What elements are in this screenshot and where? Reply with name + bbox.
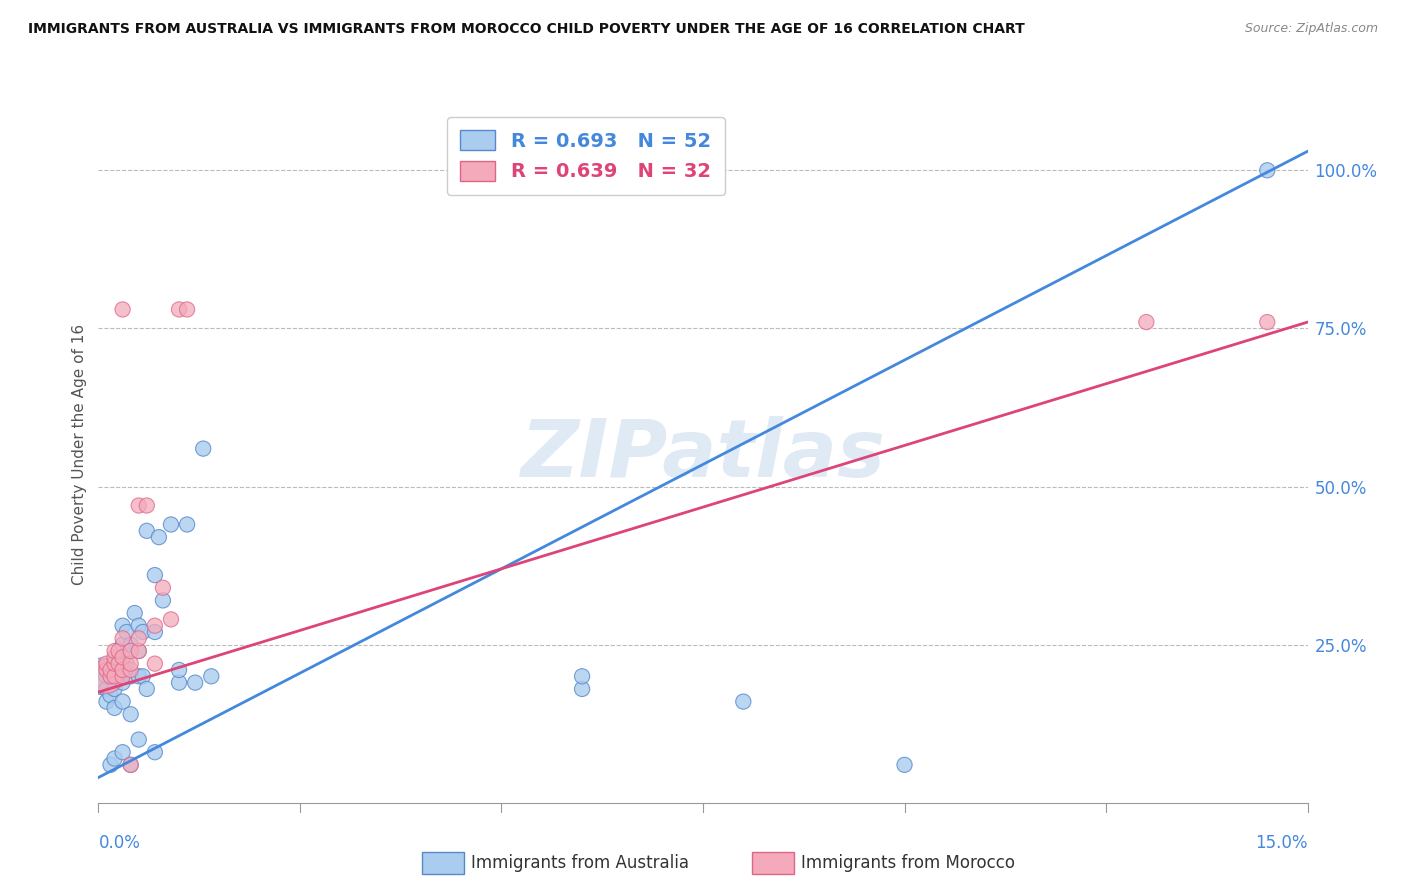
Text: Source: ZipAtlas.com: Source: ZipAtlas.com (1244, 22, 1378, 36)
Point (143, 625, 166, 640)
Point (111, 302, 134, 317)
Y-axis label: Child Poverty Under the Age of 16: Child Poverty Under the Age of 16 (72, 325, 87, 585)
Point (91, 669, 114, 683)
Point (111, 618, 134, 632)
Point (120, 707, 142, 722)
Point (1256, 315, 1278, 329)
Point (176, 517, 198, 532)
Point (167, 663, 190, 677)
Point (143, 657, 166, 671)
Point (100, 663, 122, 677)
Point (120, 663, 142, 677)
Point (135, 524, 157, 538)
Point (111, 669, 134, 683)
Point (96, 663, 118, 677)
Point (128, 644, 150, 658)
Point (120, 657, 142, 671)
Point (120, 638, 142, 652)
Point (103, 681, 125, 696)
Text: 0.0%: 0.0% (98, 834, 141, 853)
Point (111, 695, 134, 709)
Text: Immigrants from Australia: Immigrants from Australia (471, 854, 689, 871)
Point (115, 657, 138, 671)
Point (96, 681, 118, 696)
Text: IMMIGRANTS FROM AUSTRALIA VS IMMIGRANTS FROM MOROCCO CHILD POVERTY UNDER THE AGE: IMMIGRANTS FROM AUSTRALIA VS IMMIGRANTS … (28, 22, 1025, 37)
Point (100, 669, 122, 683)
Point (152, 581, 174, 595)
Point (160, 612, 183, 626)
Point (111, 638, 134, 652)
Point (128, 499, 150, 513)
Point (143, 745, 166, 759)
Text: Immigrants from Morocco: Immigrants from Morocco (801, 854, 1015, 871)
Point (111, 650, 134, 665)
Point (120, 644, 142, 658)
Point (107, 650, 129, 665)
Point (103, 701, 125, 715)
Point (115, 625, 138, 640)
Point (100, 757, 122, 772)
Point (128, 669, 150, 683)
Point (571, 681, 593, 696)
Point (111, 663, 134, 677)
Point (100, 669, 122, 683)
Point (96, 669, 118, 683)
Text: ZIPatlas: ZIPatlas (520, 416, 886, 494)
Point (103, 657, 125, 671)
Point (1256, 163, 1278, 178)
Point (103, 657, 125, 671)
Legend: R = 0.693   N = 52, R = 0.639   N = 32: R = 0.693 N = 52, R = 0.639 N = 32 (447, 117, 724, 194)
Point (128, 644, 150, 658)
Point (100, 688, 122, 702)
Point (103, 644, 125, 658)
Point (200, 669, 222, 683)
Point (124, 606, 146, 620)
Point (103, 650, 125, 665)
Point (128, 618, 150, 632)
Point (103, 663, 125, 677)
Point (96, 695, 118, 709)
Point (733, 695, 755, 709)
Point (120, 669, 142, 683)
Point (167, 302, 190, 317)
Point (107, 657, 129, 671)
Point (167, 675, 190, 690)
Point (128, 732, 150, 747)
Point (107, 669, 129, 683)
Point (135, 499, 157, 513)
Point (128, 632, 150, 646)
Point (107, 644, 129, 658)
Point (571, 669, 593, 683)
Point (111, 632, 134, 646)
Point (176, 302, 198, 317)
Point (143, 568, 166, 582)
Point (96, 657, 118, 671)
Point (120, 757, 142, 772)
Point (148, 530, 170, 544)
Point (893, 757, 915, 772)
Point (193, 442, 215, 456)
Point (160, 517, 183, 532)
Text: 15.0%: 15.0% (1256, 834, 1308, 853)
Point (96, 669, 118, 683)
Point (135, 681, 157, 696)
Point (120, 757, 142, 772)
Point (152, 593, 174, 607)
Point (143, 618, 166, 632)
Point (111, 657, 134, 671)
Point (132, 625, 155, 640)
Point (184, 675, 207, 690)
Point (132, 669, 155, 683)
Point (111, 675, 134, 690)
Point (103, 669, 125, 683)
Point (111, 745, 134, 759)
Point (103, 751, 125, 765)
Point (1135, 315, 1157, 329)
